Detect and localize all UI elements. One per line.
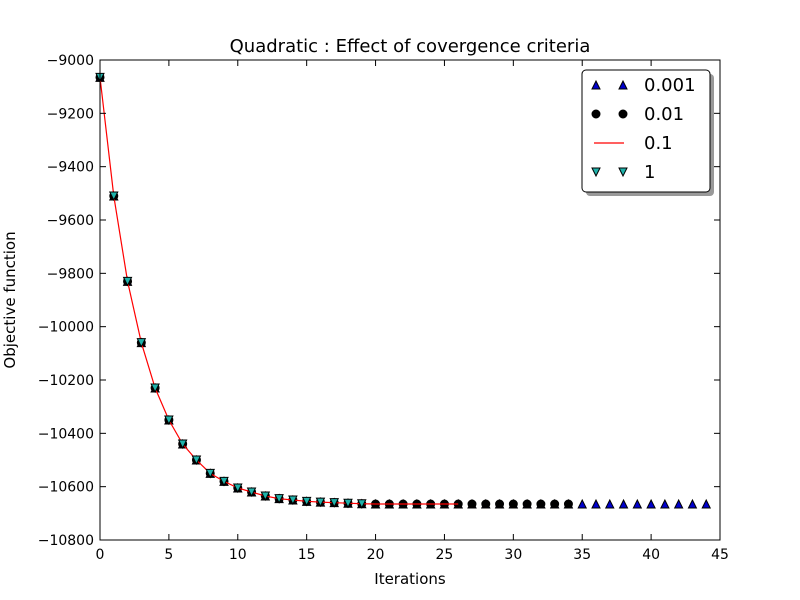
y-tick-label: −10000 — [38, 320, 94, 336]
legend-entry-0.1: 0.1 — [594, 133, 673, 154]
data-point-1 — [122, 276, 133, 287]
data-point-0.001 — [701, 498, 712, 509]
legend-label-0.001: 0.001 — [644, 75, 696, 96]
data-point-1 — [205, 468, 216, 479]
data-point-1 — [274, 494, 284, 504]
y-tick-label: −10200 — [38, 373, 94, 389]
data-point-0.001 — [646, 498, 656, 509]
data-point-1 — [301, 496, 312, 507]
data-point-0.01 — [508, 499, 518, 509]
legend-marker-0.01 — [618, 109, 628, 119]
legend-box — [581, 69, 711, 193]
data-point-1 — [219, 476, 229, 487]
data-point-1 — [356, 499, 367, 509]
data-point-0.001 — [577, 498, 588, 509]
data-point-1 — [232, 483, 243, 494]
legend-label-1: 1 — [644, 162, 655, 183]
x-tick-label: 5 — [164, 547, 173, 563]
plot-frame — [99, 59, 721, 541]
legend-label-0.1: 0.1 — [644, 133, 673, 154]
y-tick-label: −9000 — [47, 53, 94, 69]
series-1 — [95, 72, 367, 509]
data-point-1 — [136, 338, 147, 348]
chart-title: Quadratic : Effect of covergence criteri… — [230, 36, 591, 57]
x-axis-label: Iterations — [374, 570, 446, 588]
data-point-0.001 — [604, 498, 615, 509]
legend-entry-1: 1 — [591, 162, 655, 183]
legend-entry-0.001: 0.001 — [591, 75, 696, 96]
x-tick-label: 35 — [573, 547, 591, 563]
y-axis-label: Objective function — [1, 231, 19, 368]
y-tick-label: −9800 — [47, 266, 94, 282]
legend: 0.001 0.01 0.1 1 — [581, 69, 714, 196]
data-point-0.001 — [660, 498, 670, 509]
plot-layer — [95, 72, 712, 509]
data-point-1 — [329, 498, 340, 508]
data-point-0.001 — [687, 498, 698, 509]
data-point-1 — [108, 191, 119, 202]
data-point-0.001 — [618, 498, 629, 509]
legend-marker-0.001 — [591, 79, 601, 90]
data-point-1 — [288, 495, 298, 506]
data-point-1 — [164, 415, 174, 426]
data-point-0.01 — [467, 499, 477, 509]
legend-entry-0.01: 0.01 — [591, 104, 684, 125]
data-point-0.01 — [495, 499, 505, 509]
data-point-0.01 — [536, 499, 546, 509]
data-point-0.01 — [550, 499, 560, 509]
data-point-1 — [150, 383, 160, 394]
data-point-0.01 — [563, 499, 573, 509]
legend-marker-1 — [591, 167, 601, 178]
data-point-1 — [315, 497, 326, 508]
data-point-0.001 — [591, 498, 601, 509]
legend-marker-0.001 — [618, 79, 628, 90]
legend-marker-0.01 — [591, 109, 601, 119]
data-point-1 — [343, 498, 353, 509]
data-point-0.01 — [481, 499, 491, 509]
y-tick-label: −10600 — [38, 480, 94, 496]
data-point-1 — [191, 455, 202, 466]
data-point-1 — [177, 439, 188, 450]
y-tick-label: −10400 — [38, 426, 94, 442]
x-tick-label: 40 — [642, 547, 660, 563]
data-point-0.01 — [522, 499, 532, 509]
x-tick-label: 15 — [298, 547, 316, 563]
y-tick-label: −10800 — [38, 533, 94, 549]
data-point-1 — [246, 487, 257, 498]
y-tick-label: −9400 — [47, 160, 94, 176]
data-point-0.001 — [632, 498, 643, 509]
x-tick-label: 20 — [367, 547, 385, 563]
x-tick-label: 10 — [229, 547, 247, 563]
y-tick-label: −9600 — [47, 213, 94, 229]
x-tick-label: 25 — [436, 547, 454, 563]
data-point-0.001 — [673, 498, 684, 509]
tick-layer: 0 5 10 15 20 25 30 35 40 45 −9000 −9200 −9400 −9600 −9… — [38, 53, 729, 563]
x-tick-label: 0 — [96, 547, 105, 563]
x-tick-label: 45 — [711, 547, 729, 563]
legend-marker-1 — [618, 167, 628, 178]
y-tick-label: −9200 — [47, 106, 94, 122]
x-tick-label: 30 — [504, 547, 522, 563]
legend-label-0.01: 0.01 — [644, 104, 684, 125]
data-point-1 — [260, 491, 271, 502]
